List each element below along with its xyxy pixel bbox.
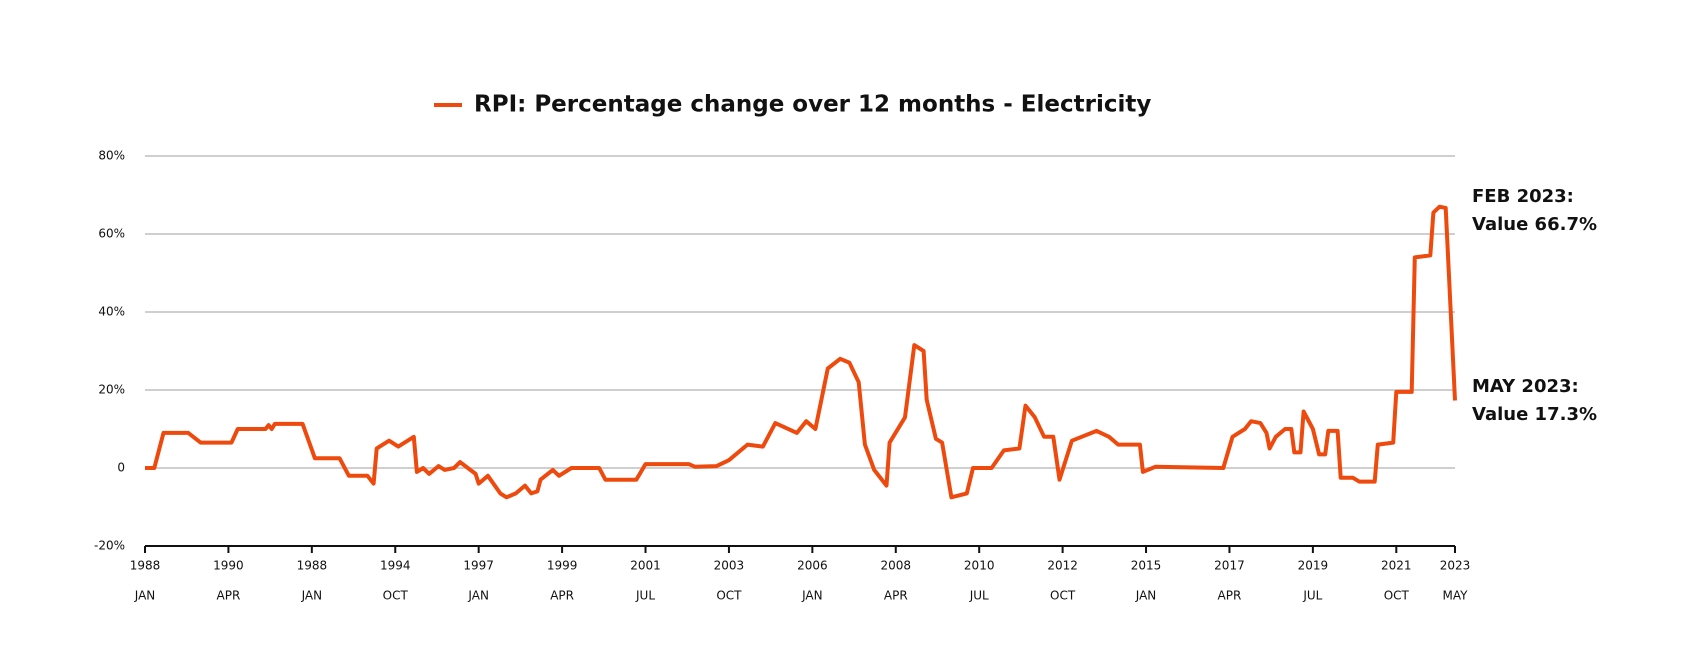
x-tick-label: 2021	[1381, 559, 1412, 573]
annotation: FEB 2023:	[1472, 186, 1574, 207]
x-tick-label: APR	[1218, 589, 1242, 603]
x-tick-label: OCT	[1384, 589, 1410, 603]
x-tick-label: 2010	[964, 559, 995, 573]
x-tick-label: 1990	[213, 559, 244, 573]
y-tick-label: -20%	[94, 539, 125, 553]
line	[145, 204, 1457, 500]
x-tick-label: JUL	[969, 589, 989, 603]
x-tick-label: JUL	[1302, 589, 1322, 603]
x-tick-label: OCT	[716, 589, 742, 603]
legend-label: RPI: Percentage change over 12 months - …	[474, 92, 1151, 118]
x-tick-label: OCT	[1050, 589, 1076, 603]
x-tick-label: JAN	[467, 589, 489, 603]
x-tick-label: 2001	[630, 559, 661, 573]
x-tick-label: 1997	[463, 559, 494, 573]
y-tick-label: 0	[117, 461, 125, 475]
y-tick-label: 20%	[98, 383, 125, 397]
x-tick-label: APR	[550, 589, 574, 603]
x-tick-label: 2017	[1214, 559, 1245, 573]
x-tick-label: MAY	[1443, 589, 1469, 603]
y-tick-label: 80%	[98, 149, 125, 163]
x-tick-label: JAN	[134, 589, 156, 603]
x-tick-label: APR	[884, 589, 908, 603]
x-tick-label: JAN	[1135, 589, 1157, 603]
x-tick-label: OCT	[383, 589, 409, 603]
x-tick-label: JUL	[635, 589, 655, 603]
x-tick-label: JAN	[801, 589, 823, 603]
annotation: Value 17.3%	[1472, 404, 1597, 425]
x-tick-label: 2003	[714, 559, 745, 573]
x-tick-label: 2008	[881, 559, 912, 573]
x-tick-label: 2019	[1298, 559, 1329, 573]
x-tick-label: 2015	[1131, 559, 1162, 573]
x-tick-label: APR	[217, 589, 241, 603]
x-tick-label: 2012	[1047, 559, 1078, 573]
x-tick-label: 2023	[1440, 559, 1471, 573]
x-tick-label: 1988	[297, 559, 328, 573]
x-tick-label: 1994	[380, 559, 411, 573]
x-tick-label: 1988	[130, 559, 161, 573]
x-tick-label: 2006	[797, 559, 828, 573]
x-tick-label: 1999	[547, 559, 578, 573]
y-tick-label: 40%	[98, 305, 125, 319]
x-tick-label: JAN	[301, 589, 323, 603]
annotation: MAY 2023:	[1472, 376, 1579, 397]
y-tick-label: 60%	[98, 227, 125, 241]
annotation: Value 66.7%	[1472, 214, 1597, 235]
